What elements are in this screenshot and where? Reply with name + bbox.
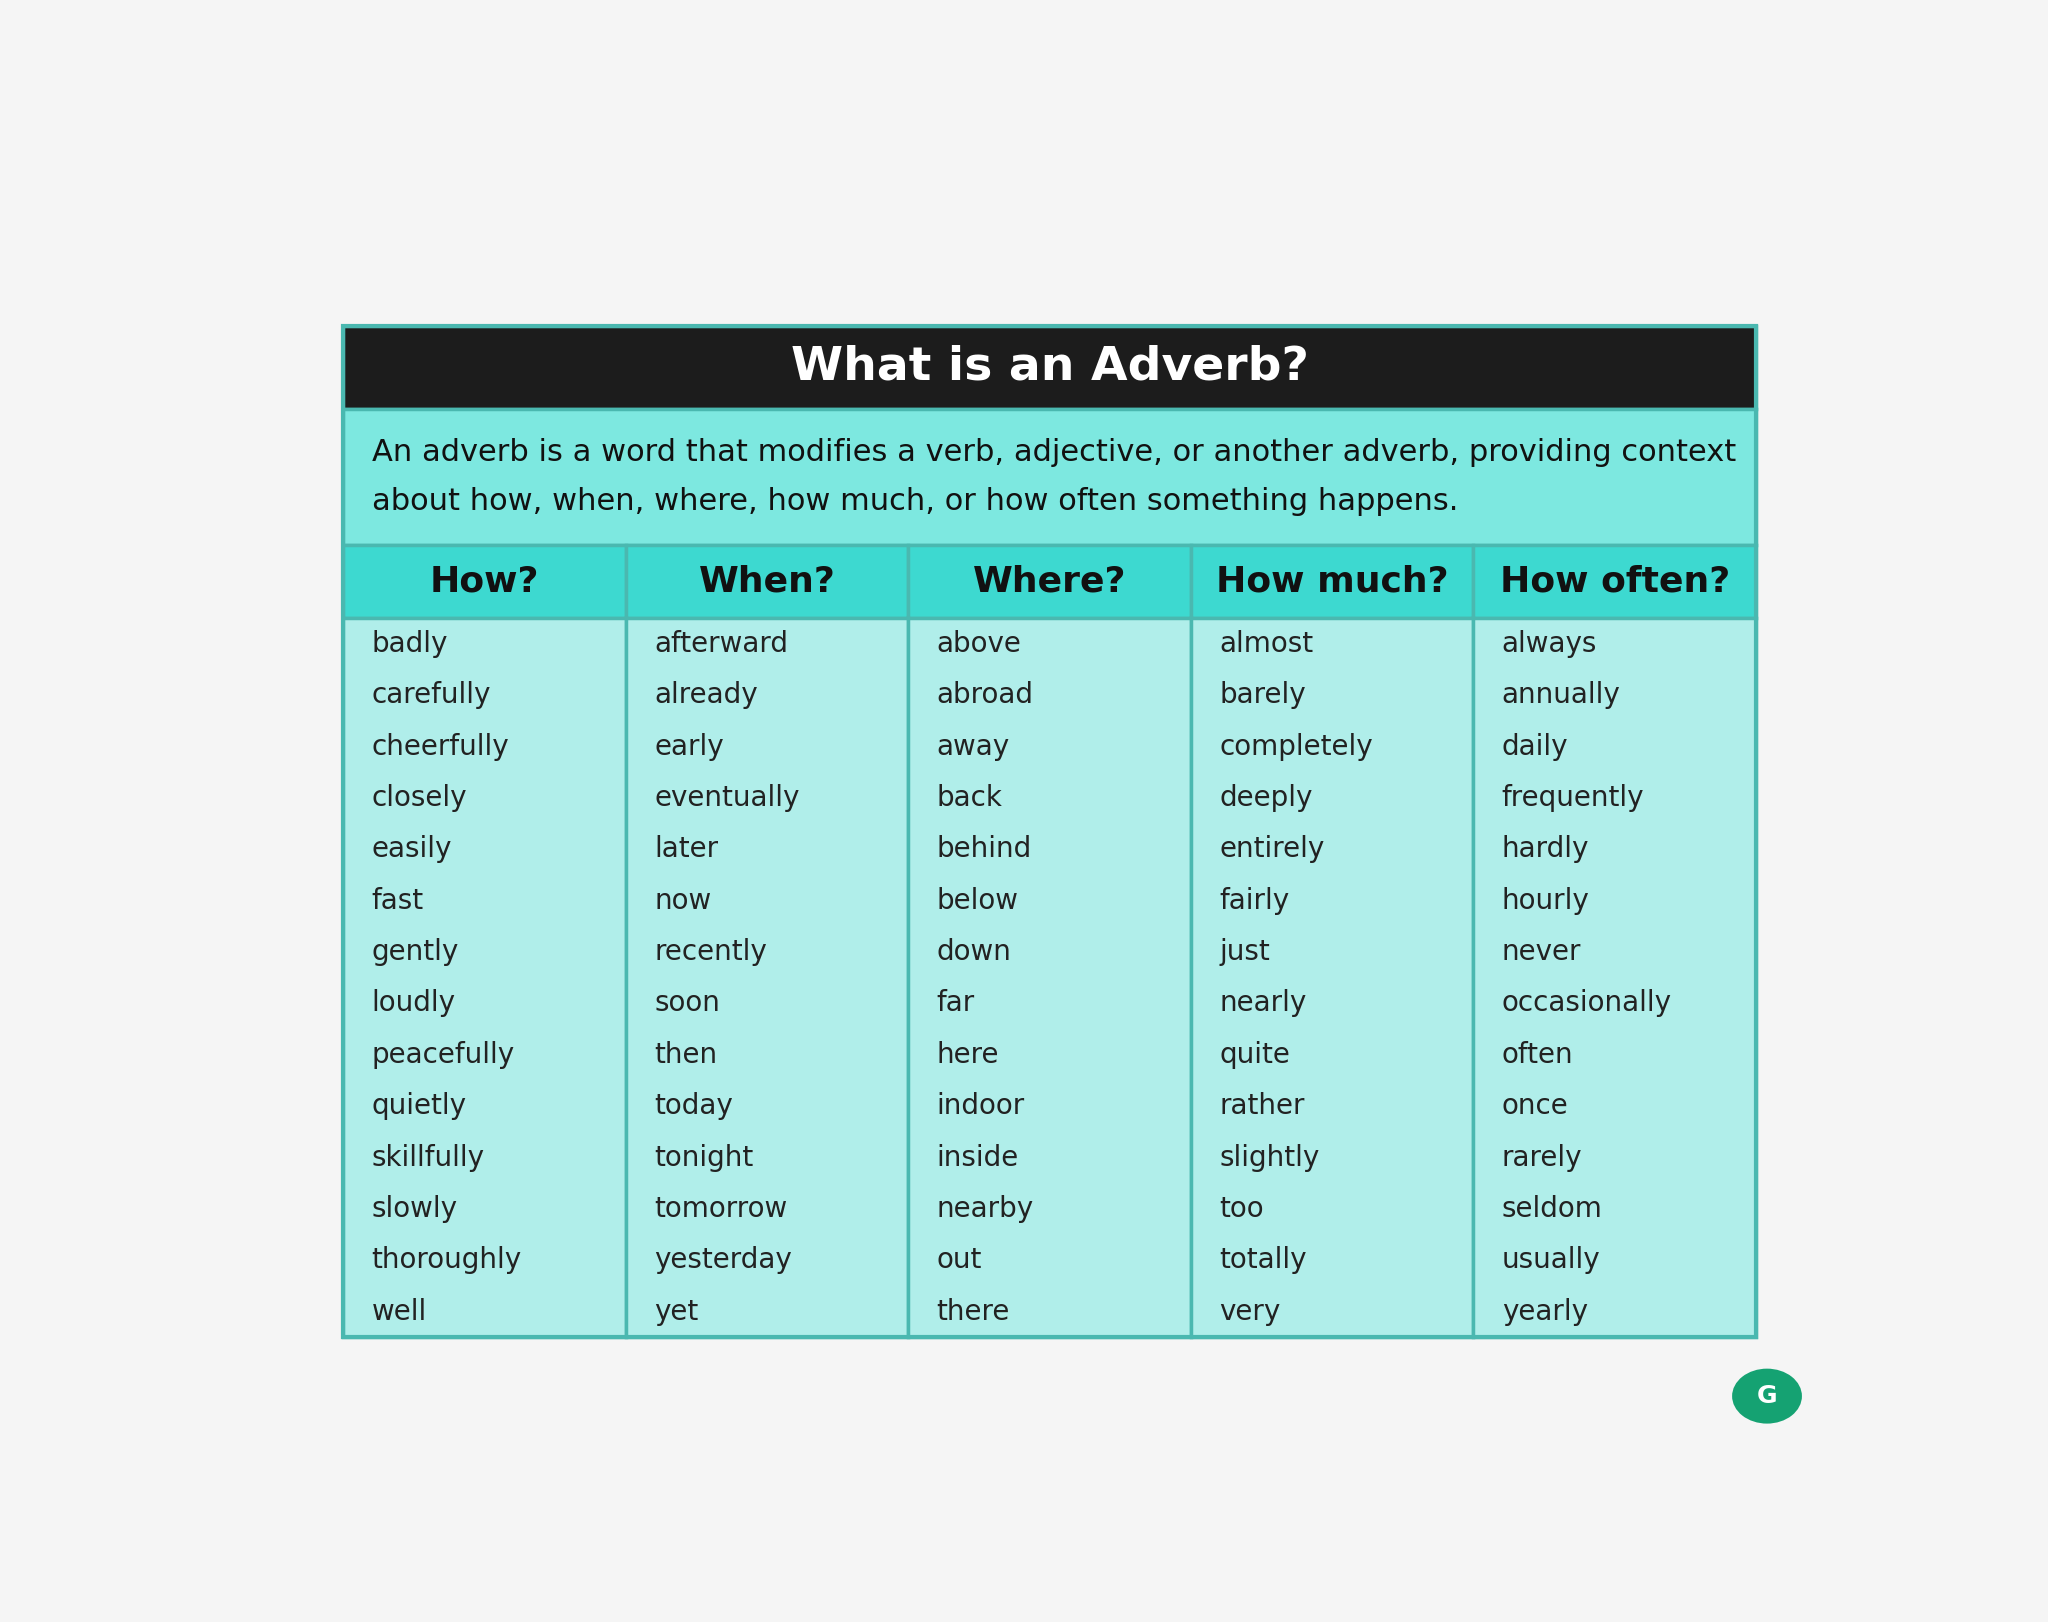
Text: loudly: loudly xyxy=(371,989,455,1017)
Text: above: above xyxy=(936,629,1022,659)
Text: tonight: tonight xyxy=(653,1144,754,1171)
FancyBboxPatch shape xyxy=(1473,618,1755,1338)
FancyBboxPatch shape xyxy=(344,409,1755,545)
Text: inside: inside xyxy=(936,1144,1018,1171)
Text: often: often xyxy=(1501,1041,1573,1069)
Text: gently: gently xyxy=(371,938,459,967)
Text: thoroughly: thoroughly xyxy=(371,1246,522,1275)
Text: yearly: yearly xyxy=(1501,1298,1587,1325)
Text: then: then xyxy=(653,1041,717,1069)
Text: just: just xyxy=(1219,938,1270,967)
Text: rarely: rarely xyxy=(1501,1144,1583,1171)
Text: annually: annually xyxy=(1501,681,1620,709)
Text: easily: easily xyxy=(371,835,453,863)
Text: there: there xyxy=(936,1298,1010,1325)
Text: entirely: entirely xyxy=(1219,835,1325,863)
Text: indoor: indoor xyxy=(936,1092,1024,1121)
Text: closely: closely xyxy=(371,783,467,813)
Text: tomorrow: tomorrow xyxy=(653,1195,786,1223)
Text: fast: fast xyxy=(371,887,424,915)
Text: slowly: slowly xyxy=(371,1195,457,1223)
Text: recently: recently xyxy=(653,938,766,967)
Text: G: G xyxy=(1757,1384,1778,1408)
Text: nearly: nearly xyxy=(1219,989,1307,1017)
Text: afterward: afterward xyxy=(653,629,788,659)
FancyBboxPatch shape xyxy=(1473,545,1755,618)
Text: away: away xyxy=(936,733,1010,761)
FancyBboxPatch shape xyxy=(344,618,627,1338)
Text: completely: completely xyxy=(1219,733,1372,761)
Text: hardly: hardly xyxy=(1501,835,1589,863)
Text: far: far xyxy=(936,989,975,1017)
Text: Where?: Where? xyxy=(973,564,1126,599)
Text: yesterday: yesterday xyxy=(653,1246,793,1275)
Text: usually: usually xyxy=(1501,1246,1599,1275)
Text: behind: behind xyxy=(936,835,1032,863)
Text: today: today xyxy=(653,1092,733,1121)
Text: out: out xyxy=(936,1246,981,1275)
Text: very: very xyxy=(1219,1298,1280,1325)
Text: badly: badly xyxy=(371,629,449,659)
Text: always: always xyxy=(1501,629,1597,659)
Text: already: already xyxy=(653,681,758,709)
Text: skillfully: skillfully xyxy=(371,1144,485,1171)
Text: nearby: nearby xyxy=(936,1195,1034,1223)
Text: daily: daily xyxy=(1501,733,1569,761)
Text: hourly: hourly xyxy=(1501,887,1589,915)
Text: deeply: deeply xyxy=(1219,783,1313,813)
Text: here: here xyxy=(936,1041,999,1069)
Text: slightly: slightly xyxy=(1219,1144,1319,1171)
Circle shape xyxy=(1733,1369,1802,1424)
Text: never: never xyxy=(1501,938,1581,967)
FancyBboxPatch shape xyxy=(627,618,909,1338)
Text: eventually: eventually xyxy=(653,783,799,813)
Text: totally: totally xyxy=(1219,1246,1307,1275)
Text: too: too xyxy=(1219,1195,1264,1223)
FancyBboxPatch shape xyxy=(344,326,1755,409)
FancyBboxPatch shape xyxy=(627,545,909,618)
Text: soon: soon xyxy=(653,989,721,1017)
Text: What is an Adverb?: What is an Adverb? xyxy=(791,345,1309,389)
Text: barely: barely xyxy=(1219,681,1307,709)
Text: quietly: quietly xyxy=(371,1092,467,1121)
Text: well: well xyxy=(371,1298,426,1325)
Text: now: now xyxy=(653,887,711,915)
Text: frequently: frequently xyxy=(1501,783,1645,813)
Text: below: below xyxy=(936,887,1018,915)
Text: later: later xyxy=(653,835,719,863)
Text: seldom: seldom xyxy=(1501,1195,1602,1223)
Text: quite: quite xyxy=(1219,1041,1290,1069)
Text: early: early xyxy=(653,733,723,761)
Text: peacefully: peacefully xyxy=(371,1041,514,1069)
Text: carefully: carefully xyxy=(371,681,492,709)
Text: abroad: abroad xyxy=(936,681,1034,709)
Text: occasionally: occasionally xyxy=(1501,989,1671,1017)
Text: cheerfully: cheerfully xyxy=(371,733,510,761)
FancyBboxPatch shape xyxy=(909,545,1190,618)
Text: yet: yet xyxy=(653,1298,698,1325)
Text: fairly: fairly xyxy=(1219,887,1290,915)
Text: How often?: How often? xyxy=(1499,564,1731,599)
FancyBboxPatch shape xyxy=(344,545,627,618)
Text: When?: When? xyxy=(698,564,836,599)
Text: An adverb is a word that modifies a verb, adjective, or another adverb, providin: An adverb is a word that modifies a verb… xyxy=(373,438,1737,516)
Text: rather: rather xyxy=(1219,1092,1305,1121)
Text: How?: How? xyxy=(430,564,539,599)
Text: once: once xyxy=(1501,1092,1569,1121)
FancyBboxPatch shape xyxy=(909,618,1190,1338)
Text: down: down xyxy=(936,938,1012,967)
Text: How much?: How much? xyxy=(1217,564,1448,599)
Text: almost: almost xyxy=(1219,629,1313,659)
Text: back: back xyxy=(936,783,1001,813)
FancyBboxPatch shape xyxy=(1190,545,1473,618)
FancyBboxPatch shape xyxy=(1190,618,1473,1338)
